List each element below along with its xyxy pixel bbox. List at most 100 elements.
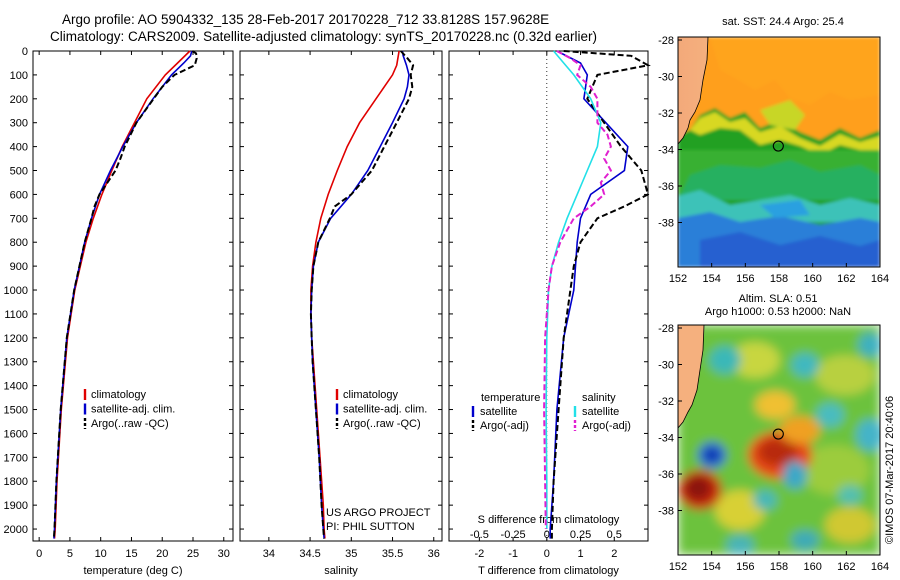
legend-label: satellite	[582, 406, 619, 418]
project-annotation: US ARGO PROJECT	[326, 507, 431, 519]
s-axis-label: S difference from climatology	[478, 514, 620, 526]
map-lon-label: 156	[736, 561, 754, 573]
map-lat-label: -32	[658, 108, 674, 120]
depth-tick-label: 900	[10, 261, 28, 273]
map-lat-label: -28	[658, 323, 674, 335]
climatology-title: Climatology: CARS2009. Satellite-adjuste…	[50, 29, 598, 44]
map-lat-label: -30	[658, 72, 674, 84]
sla-map-title: Altim. SLA: 0.51	[739, 293, 818, 305]
legend-label: Argo(..raw -QC)	[343, 418, 421, 430]
legend-label: climatology	[91, 389, 147, 401]
x-axis-label: salinity	[324, 565, 358, 577]
x-axis-label: T difference from climatology	[478, 565, 619, 577]
s-tick-label: 0.25	[570, 529, 591, 541]
x-tick-label: 34	[263, 548, 275, 560]
depth-tick-label: 2000	[4, 524, 28, 536]
map-lon-label: 160	[803, 561, 821, 573]
difference-panel: -2 -1 0 1 2 T difference from climatology S di…	[448, 50, 651, 577]
salinity-panel: 34 34.5 35 35.5 36 salinity climatology satelli…	[239, 50, 443, 577]
x-tick-label: 20	[156, 548, 168, 560]
series-line-argo-raw-qc-	[309, 50, 415, 539]
map-lon-label: 158	[770, 561, 788, 573]
depth-tick-label: 1300	[4, 357, 28, 369]
map-lat-label: -36	[658, 469, 674, 481]
x-tick-label: 5	[67, 548, 73, 560]
map-lat-label: -34	[658, 145, 674, 157]
sla-map-subtitle: Argo h1000: 0.53 h2000: NaN	[705, 306, 851, 318]
x-tick-label: 36	[428, 548, 440, 560]
argo-position-marker	[772, 428, 784, 440]
profile-title: Argo profile: AO 5904332_135 28-Feb-2017…	[62, 12, 550, 27]
map-lon-label: 158	[770, 273, 788, 285]
series-line-climatology	[53, 50, 191, 539]
x-axis-label: temperature (deg C)	[83, 565, 182, 577]
map-lat-label: -38	[658, 218, 674, 230]
depth-tick-label: 1600	[4, 428, 28, 440]
sla-map: 152 154 156 158 160 162 164-28-30-32-34-36-38 …	[658, 293, 889, 573]
legend-label: satellite	[480, 406, 517, 418]
depth-tick-label: 500	[10, 166, 28, 178]
series-line-argo-adj-	[543, 50, 613, 530]
depth-tick-label: 300	[10, 118, 28, 130]
s-tick-label: -0.25	[501, 529, 526, 541]
depth-tick-label: 100	[10, 70, 28, 82]
x-tick-label: 34.5	[299, 548, 320, 560]
depth-tick-label: 1400	[4, 381, 28, 393]
depth-tick-label: 1000	[4, 285, 28, 297]
x-tick-label: 30	[218, 548, 230, 560]
depth-tick-label: 1900	[4, 500, 28, 512]
series-line-satellite	[545, 50, 602, 529]
plot-frame	[448, 50, 649, 542]
x-tick-label: 35.5	[382, 548, 403, 560]
x-tick-label: -1	[508, 548, 518, 560]
sst-map: 152 154 156 158 160 162 164-28-30-32-34-36-38 …	[658, 16, 889, 285]
legend-title-salinity: salinity	[582, 392, 616, 404]
argo-position-marker	[772, 140, 784, 152]
map-lon-label: 164	[871, 273, 889, 285]
map-lon-label: 156	[736, 273, 754, 285]
plot-frame	[239, 50, 443, 542]
map-lat-label: -32	[658, 396, 674, 408]
x-tick-label: 1	[577, 548, 583, 560]
map-lon-label: 162	[837, 273, 855, 285]
legend-label: satellite-adj. clim.	[343, 404, 427, 416]
map-lon-label: 154	[702, 561, 720, 573]
x-tick-label: 2	[611, 548, 617, 560]
temperature-panel: 0100200300400500600700800900100011001200…	[4, 46, 234, 577]
legend-label: climatology	[343, 389, 399, 401]
legend-label: Argo(-adj)	[582, 420, 631, 432]
map-lon-label: 164	[871, 561, 889, 573]
s-tick-label: 0.5	[607, 529, 622, 541]
x-tick-label: 0	[544, 548, 550, 560]
x-tick-label: 15	[125, 548, 137, 560]
map-lat-label: -34	[658, 433, 674, 445]
x-tick-label: 35	[345, 548, 357, 560]
depth-tick-label: 1700	[4, 452, 28, 464]
map-lon-label: 152	[669, 561, 687, 573]
depth-tick-label: 1100	[4, 309, 28, 321]
series-line-argo-adj-	[550, 50, 651, 539]
legend-title-temperature: temperature	[481, 392, 540, 404]
depth-tick-label: 1500	[4, 405, 28, 417]
s-tick-label: 0	[544, 529, 550, 541]
depth-tick-label: 1200	[4, 333, 28, 345]
s-tick-label: -0.5	[470, 529, 489, 541]
map-lon-label: 160	[803, 273, 821, 285]
series-line-argo-raw-qc-	[52, 50, 198, 539]
map-lon-label: 154	[702, 273, 720, 285]
map-lat-label: -36	[658, 181, 674, 193]
depth-tick-label: 700	[10, 213, 28, 225]
depth-tick-label: 600	[10, 189, 28, 201]
sst-map-title: sat. SST: 24.4 Argo: 25.4	[722, 16, 844, 28]
legend-label: Argo(-adj)	[480, 420, 529, 432]
depth-tick-label: 1800	[4, 476, 28, 488]
x-tick-label: 25	[187, 548, 199, 560]
map-lat-label: -38	[658, 506, 674, 518]
project-annotation: PI: PHIL SUTTON	[326, 521, 415, 533]
series-line-climatology	[310, 50, 400, 539]
series-line-satellite	[549, 50, 629, 539]
x-tick-label: 10	[95, 548, 107, 560]
x-tick-label: 0	[36, 548, 42, 560]
depth-tick-label: 800	[10, 237, 28, 249]
